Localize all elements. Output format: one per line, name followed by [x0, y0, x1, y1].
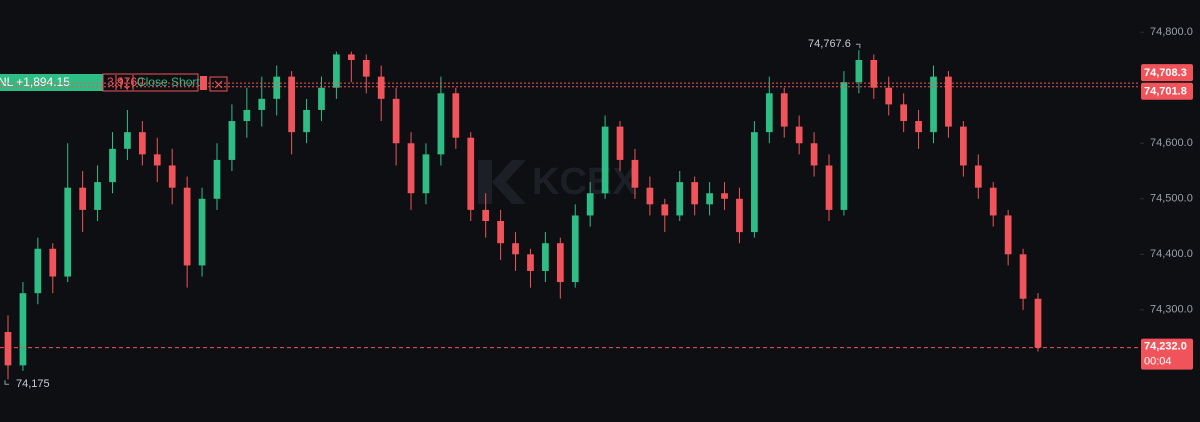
- watermark: KCEX: [532, 161, 638, 203]
- candle-body: [646, 187, 654, 205]
- candle-body: [183, 187, 191, 266]
- candle-body: [243, 109, 251, 122]
- candle-body: [392, 98, 400, 144]
- candle-body: [228, 121, 236, 160]
- candle-body: [556, 243, 564, 283]
- price-label-box: [1141, 82, 1193, 100]
- candle-body: [198, 198, 206, 266]
- candle-body: [303, 109, 310, 133]
- candle-body: [736, 198, 743, 233]
- candle-body: [497, 220, 504, 244]
- candle-body: [616, 126, 624, 160]
- candle-body: [706, 193, 713, 205]
- candle-body: [79, 187, 86, 210]
- candle-body: [482, 209, 490, 221]
- candle-body: [377, 76, 385, 99]
- candle-body: [94, 182, 101, 210]
- y-tick-label: 74,600.0: [1150, 137, 1193, 149]
- annotation-pointer: [855, 43, 861, 49]
- candle-body: [676, 182, 684, 216]
- y-tick-label: 74,500.0: [1150, 193, 1193, 205]
- candle-body: [258, 98, 266, 110]
- candle-body: [855, 59, 863, 83]
- candle-body: [34, 248, 42, 294]
- candle-body: [810, 143, 818, 166]
- close-short-button[interactable]: Close Short: [137, 75, 200, 89]
- y-tick-label: 74,400.0: [1150, 248, 1193, 260]
- high-annotation: 74,767.6: [808, 38, 851, 50]
- candle-body: [780, 93, 788, 127]
- candle-body: [407, 143, 415, 194]
- candle-body: [542, 243, 549, 271]
- candle-body: [109, 148, 116, 183]
- y-tick-label: 74,300.0: [1150, 304, 1193, 316]
- candle-body: [4, 332, 12, 366]
- candle-body: [512, 243, 519, 255]
- candle-body: [795, 126, 803, 144]
- y-tick-label: 74,800.0: [1150, 26, 1193, 38]
- annotation-pointer: [4, 380, 9, 385]
- pnl-label: NL +1,894.15: [0, 75, 70, 89]
- candle-body: [691, 182, 699, 205]
- candle-body: [467, 137, 475, 210]
- candle-body: [347, 54, 355, 60]
- candle-body: [765, 93, 773, 133]
- candle-body: [1004, 215, 1012, 255]
- low-annotation: 74,175: [16, 378, 50, 390]
- candle-body: [601, 126, 609, 194]
- current-price-label: 74,232.0: [1144, 341, 1187, 353]
- candle-body: [571, 215, 579, 283]
- candle-body: [213, 159, 221, 199]
- candle-body: [288, 76, 295, 133]
- candle-body: [527, 254, 534, 271]
- candle-body: [124, 132, 131, 149]
- candle-body: [631, 159, 639, 188]
- candle-body: [989, 187, 997, 216]
- position-marker: [200, 76, 207, 90]
- candle-body: [138, 132, 146, 155]
- candle-body: [974, 165, 982, 188]
- candle-body: [870, 59, 878, 88]
- candle-body: [1019, 254, 1027, 299]
- candle-body: [362, 59, 370, 77]
- candle-body: [422, 154, 430, 194]
- candle-body: [168, 165, 176, 188]
- candle-body: [19, 293, 27, 366]
- candle-body: [64, 187, 72, 277]
- price-label-box: [1141, 64, 1193, 82]
- candle-body: [825, 165, 833, 210]
- swap-icon[interactable]: [118, 76, 130, 91]
- candle-body: [49, 248, 57, 277]
- countdown: 00:04: [1144, 356, 1172, 368]
- overlay: NL +1,894.15 3.9760 Close Short 74,767.6…: [0, 38, 1193, 390]
- candle-body: [840, 82, 848, 210]
- candle-body: [945, 76, 952, 127]
- candle-body: [900, 104, 908, 122]
- candle-body: [721, 193, 728, 199]
- candle-body: [1034, 298, 1042, 348]
- candle-body: [586, 193, 594, 216]
- plot: 74,800.074,700.074,600.074,500.074,400.0…: [4, 26, 1193, 380]
- price-label: 74,701.8: [1144, 86, 1187, 98]
- candle-body: [452, 93, 460, 138]
- candle-body: [661, 204, 669, 216]
- candle-body: [333, 54, 340, 88]
- watermark-logo: [478, 160, 526, 204]
- candle-body: [960, 126, 967, 166]
- candle-body: [437, 93, 445, 155]
- candle-body: [273, 76, 281, 99]
- candle-body: [751, 132, 758, 233]
- candle-body: [885, 87, 893, 105]
- current-price-box: [1141, 338, 1193, 370]
- candle-body: [915, 121, 922, 133]
- candle-body: [930, 76, 937, 133]
- candle-body: [318, 87, 325, 110]
- candle-body: [153, 154, 161, 166]
- price-label: 74,708.3: [1144, 67, 1187, 79]
